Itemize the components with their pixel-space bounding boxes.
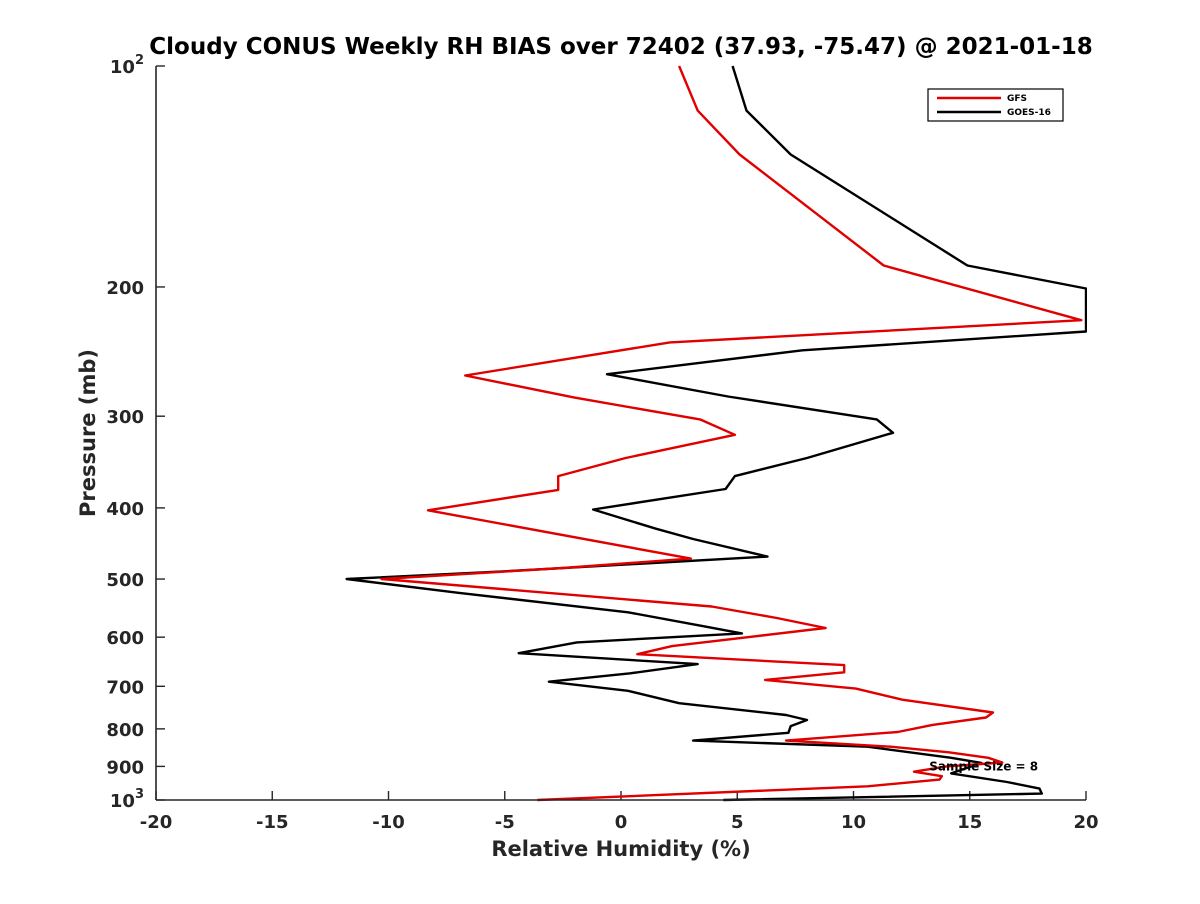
x-tick-label: 0 — [615, 812, 628, 833]
y-tick-label: 700 — [106, 677, 144, 698]
legend-label: GFS — [1007, 94, 1027, 104]
x-tick-label: 20 — [1073, 812, 1098, 833]
x-tick-label: -5 — [495, 812, 515, 833]
y-tick-base: 10 — [110, 791, 135, 812]
legend-box — [927, 88, 1064, 122]
x-tick-label: 10 — [841, 812, 866, 833]
y-tick-label: 102 — [110, 53, 144, 78]
legend: GFS GOES-16 — [927, 88, 1064, 122]
y-axis-label: Pressure (mb) — [76, 349, 100, 517]
x-tick-label: -20 — [140, 812, 173, 833]
y-tick-base: 10 — [110, 57, 135, 78]
y-tick-exponent: 3 — [135, 787, 144, 802]
y-tick-label: 500 — [106, 570, 144, 591]
x-axis: -20 -15 -10 -5 0 5 10 15 20 — [140, 791, 1099, 833]
chart-title: Cloudy CONUS Weekly RH BIAS over 72402 (… — [149, 34, 1092, 60]
x-tick-label: -15 — [256, 812, 289, 833]
series-line-gfs — [380, 65, 1083, 802]
plot-area — [345, 65, 1087, 802]
y-tick-label: 103 — [110, 787, 144, 812]
y-tick-label: 200 — [106, 278, 144, 299]
legend-label: GOES-16 — [1007, 108, 1051, 118]
y-tick-label: 400 — [106, 499, 144, 520]
x-axis-label: Relative Humidity (%) — [491, 837, 750, 861]
y-tick-exponent: 2 — [135, 53, 144, 68]
x-tick-label: -10 — [372, 812, 405, 833]
series-line-goes-16 — [345, 65, 1087, 802]
annotations: Sample Size = 8 — [929, 759, 1038, 773]
y-tick-label: 600 — [106, 628, 144, 649]
sample-size-annotation: Sample Size = 8 — [929, 759, 1038, 773]
y-tick-label: 800 — [106, 720, 144, 741]
x-tick-label: 15 — [957, 812, 982, 833]
y-tick-label: 900 — [106, 757, 144, 778]
y-tick-label: 300 — [106, 407, 144, 428]
x-tick-label: 5 — [731, 812, 744, 833]
